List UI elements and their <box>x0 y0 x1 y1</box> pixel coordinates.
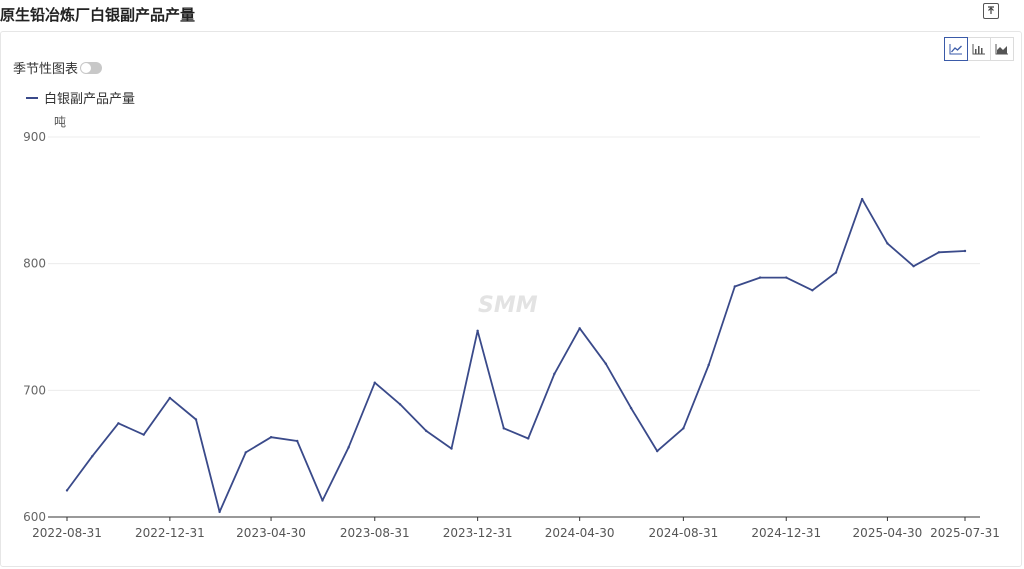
data-point <box>860 197 864 201</box>
data-point <box>834 271 838 274</box>
data-point <box>142 433 145 436</box>
legend-item[interactable]: 白银副产品产量 <box>26 88 135 107</box>
data-point <box>168 396 172 400</box>
seasonal-chart-label: 季节性图表 <box>13 62 79 77</box>
seasonal-chart-toggle[interactable] <box>80 61 103 74</box>
data-point <box>373 381 376 384</box>
data-point <box>912 265 915 268</box>
data-point <box>963 249 967 253</box>
data-point <box>811 289 814 292</box>
bar-view-button[interactable] <box>967 37 991 61</box>
data-point <box>450 447 453 450</box>
data-point <box>785 276 788 279</box>
data-point <box>295 439 299 443</box>
data-point <box>244 451 247 454</box>
data-point <box>476 329 479 332</box>
x-tick-label: 2022-08-31 <box>32 526 102 540</box>
data-point <box>553 372 556 376</box>
x-tick-label: 2024-08-31 <box>648 526 718 540</box>
line-view-button[interactable] <box>944 37 968 61</box>
data-point <box>629 406 633 410</box>
export-button[interactable] <box>983 3 999 19</box>
data-point <box>117 422 120 425</box>
series-line <box>66 198 966 513</box>
data-point <box>707 363 710 367</box>
data-point <box>65 489 69 492</box>
data-point <box>733 285 737 288</box>
chart-type-switch <box>944 37 1014 61</box>
seasonal-chart-control: 季节性图表 <box>13 58 103 77</box>
toggle-knob <box>81 62 92 73</box>
data-point <box>578 327 581 330</box>
x-tick-label: 2024-12-31 <box>751 526 821 540</box>
data-point <box>527 437 530 440</box>
data-point <box>886 242 889 245</box>
page-title: 原生铅冶炼厂白银副产品产量 <box>0 6 196 24</box>
data-point <box>218 510 221 514</box>
data-point <box>398 403 402 406</box>
x-tick-label: 2025-07-31 <box>930 526 1000 540</box>
data-point <box>604 362 607 365</box>
export-icon <box>988 6 994 14</box>
data-point <box>91 455 94 458</box>
line-chart-icon <box>949 44 962 55</box>
x-tick-label: 2025-04-30 <box>853 526 923 540</box>
area-chart-icon <box>995 44 1008 55</box>
x-tick-label: 2023-12-31 <box>443 526 513 540</box>
watermark: SMM <box>478 293 538 318</box>
data-point <box>502 427 505 430</box>
data-point <box>758 276 762 279</box>
y-tick-label: 900 <box>23 130 46 144</box>
x-tick-label: 2022-12-31 <box>135 526 205 540</box>
chart-panel <box>0 31 1022 567</box>
data-point <box>194 418 198 421</box>
x-tick-label: 2024-04-30 <box>545 526 615 540</box>
data-point <box>682 427 685 430</box>
y-tick-label: 800 <box>23 257 46 271</box>
y-tick-label: 600 <box>23 510 46 524</box>
x-tick-label: 2023-08-31 <box>340 526 410 540</box>
legend-swatch <box>26 96 38 99</box>
data-point <box>937 251 941 254</box>
x-tick-label: 2023-04-30 <box>236 526 306 540</box>
area-view-button[interactable] <box>990 37 1014 61</box>
data-point <box>656 449 659 453</box>
data-point <box>269 436 273 439</box>
y-axis-unit: 吨 <box>54 115 67 129</box>
data-point <box>321 499 324 502</box>
data-point <box>347 446 350 449</box>
data-point <box>425 429 428 433</box>
bar-chart-icon <box>972 44 985 55</box>
y-tick-label: 700 <box>23 383 46 397</box>
legend-label: 白银副产品产量 <box>44 92 136 107</box>
